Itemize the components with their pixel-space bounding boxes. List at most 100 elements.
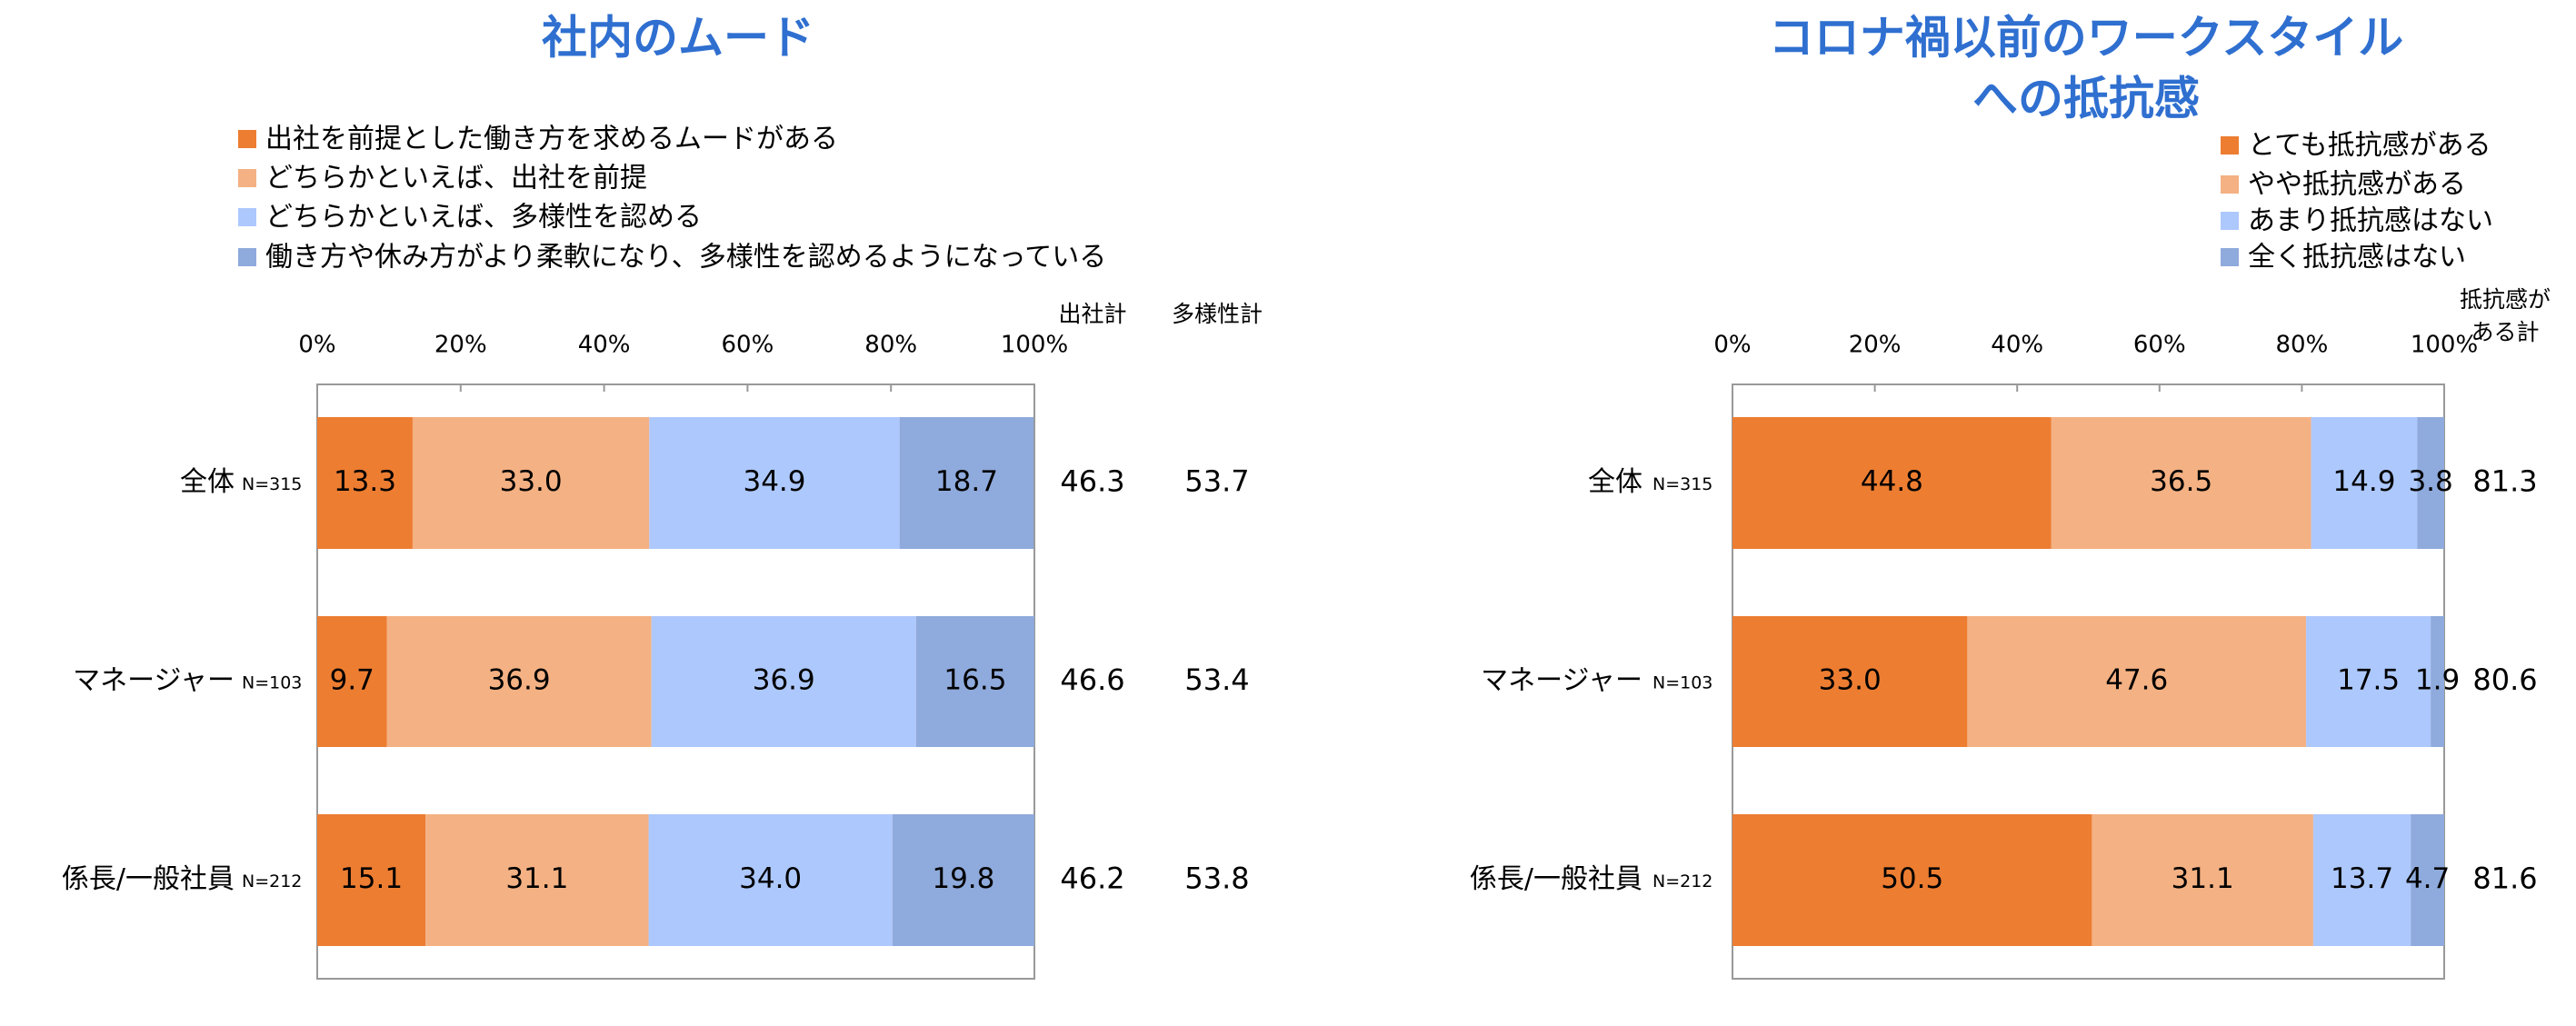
legend-label: どちらかといえば、出社を前提: [265, 163, 647, 194]
x-tick-label: 40%: [578, 332, 631, 359]
bar-segment: [317, 616, 387, 747]
total-header: 出社計: [1058, 301, 1126, 327]
bar-segment: [425, 814, 649, 946]
value-label: 14.9: [2332, 465, 2395, 498]
bar-segment: [2411, 814, 2444, 946]
value-label: 31.1: [505, 862, 568, 895]
legend-swatch: [2221, 136, 2239, 154]
x-tick-label: 0%: [298, 332, 335, 359]
bar-segment: [649, 417, 900, 549]
sample-size: N=212: [242, 872, 302, 892]
total-value: 81.3: [2472, 464, 2537, 499]
legend-swatch: [238, 208, 256, 226]
bar-segment: [386, 616, 652, 747]
value-label: 31.1: [2172, 862, 2234, 895]
total-header: 抵抗感が: [2460, 286, 2551, 313]
value-label: 1.9: [2415, 664, 2460, 697]
total-header: 多様性計: [1172, 301, 1263, 327]
bar-segment: [317, 814, 426, 946]
bar-segment: [1732, 616, 1968, 747]
sample-size: N=103: [242, 673, 302, 693]
total-value: 46.2: [1060, 862, 1124, 896]
value-label: 18.7: [935, 465, 998, 498]
total-value: 80.6: [2472, 662, 2537, 697]
chart-title: 社内のムード: [542, 12, 814, 65]
total-value: 53.8: [1184, 862, 1249, 896]
value-label: 33.0: [1819, 664, 1882, 697]
total-value: 53.7: [1184, 464, 1249, 499]
category-label: マネージャー: [1481, 665, 1642, 697]
bar-segment: [412, 417, 650, 549]
value-label: 50.5: [1881, 862, 1943, 895]
chart-title: への抵抗感: [1972, 73, 2200, 125]
total-header: ある計: [2471, 319, 2539, 345]
value-label: 4.7: [2405, 862, 2450, 895]
bar-segment: [317, 417, 413, 549]
total-value: 53.4: [1184, 662, 1249, 697]
bar-segment: [651, 616, 916, 747]
category-label: 全体: [180, 466, 235, 498]
bar-segment: [892, 814, 1034, 946]
value-label: 36.9: [488, 664, 551, 697]
total-value: 46.3: [1060, 464, 1124, 499]
sample-size: N=212: [1652, 872, 1712, 892]
value-label: 17.5: [2337, 664, 2400, 697]
x-tick-label: 20%: [434, 332, 487, 359]
value-label: 19.8: [932, 862, 994, 895]
value-label: 13.3: [334, 465, 396, 498]
bar-segment: [2092, 814, 2313, 946]
legend-swatch: [238, 169, 256, 187]
legend-label: とても抵抗感がある: [2248, 130, 2491, 162]
legend-swatch: [238, 130, 256, 148]
bar-segment: [1732, 417, 2052, 549]
x-tick-label: 0%: [1713, 332, 1751, 359]
x-tick-label: 100%: [1001, 332, 1068, 359]
value-label: 34.9: [743, 465, 805, 498]
x-tick-label: 20%: [1849, 332, 1902, 359]
value-label: 36.5: [2150, 465, 2212, 498]
category-label: 係長/一般社員: [62, 863, 235, 895]
sample-size: N=315: [242, 474, 302, 494]
chart-title: コロナ禍以前のワークスタイル: [1769, 12, 2404, 65]
value-label: 34.0: [739, 862, 802, 895]
bar-segment: [2051, 417, 2311, 549]
category-label: 全体: [1588, 466, 1642, 498]
value-label: 33.0: [500, 465, 563, 498]
value-label: 47.6: [2105, 664, 2168, 697]
legend-label: 働き方や休み方がより柔軟になり、多様性を認めるようになっている: [265, 242, 1106, 274]
x-tick-label: 100%: [2411, 332, 2478, 359]
x-tick-label: 60%: [2133, 332, 2186, 359]
category-label: マネージャー: [73, 665, 235, 697]
bar-segment: [2312, 814, 2411, 946]
bar-segment: [648, 814, 893, 946]
bar-segment: [1967, 616, 2307, 747]
legend-label: あまり抵抗感はない: [2248, 205, 2493, 237]
value-label: 15.1: [340, 862, 403, 895]
bar-segment: [2311, 417, 2418, 549]
value-label: 44.8: [1861, 465, 1923, 498]
bar-segment: [2417, 417, 2444, 549]
x-tick-label: 40%: [1991, 332, 2043, 359]
value-label: 9.7: [330, 664, 374, 697]
legend-swatch: [2221, 212, 2239, 230]
legend-label: どちらかといえば、多様性を認める: [265, 202, 702, 234]
x-tick-label: 80%: [2276, 332, 2329, 359]
total-value: 46.6: [1060, 662, 1124, 697]
value-label: 36.9: [753, 664, 815, 697]
bar-segment: [2306, 616, 2431, 747]
value-label: 13.7: [2331, 862, 2393, 895]
bar-segment: [899, 417, 1034, 549]
bar-segment: [915, 616, 1034, 747]
x-tick-label: 60%: [722, 332, 774, 359]
legend-label: 出社を前提とした働き方を求めるムードがある: [265, 124, 838, 155]
legend-swatch: [2221, 175, 2239, 194]
legend-label: 全く抵抗感はない: [2248, 242, 2466, 274]
sample-size: N=103: [1652, 673, 1712, 693]
bar-segment: [2431, 616, 2444, 747]
x-tick-label: 80%: [864, 332, 917, 359]
bar-segment: [1732, 814, 2092, 946]
legend-swatch: [2221, 248, 2239, 266]
value-label: 16.5: [944, 664, 1006, 697]
legend-swatch: [238, 248, 256, 266]
